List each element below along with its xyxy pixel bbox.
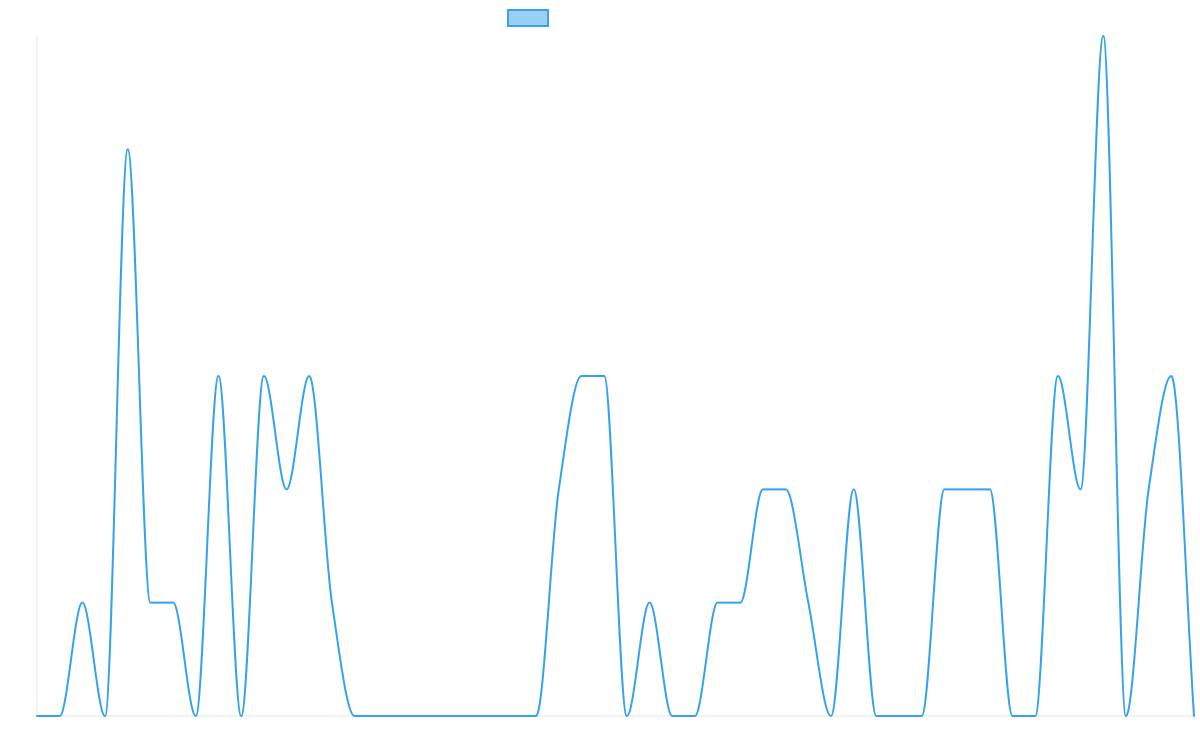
legend[interactable]	[507, 9, 549, 27]
data-point[interactable]	[102, 713, 108, 719]
data-point[interactable]	[760, 486, 766, 492]
data-point[interactable]	[919, 713, 925, 719]
data-point[interactable]	[624, 713, 630, 719]
data-point[interactable]	[783, 486, 789, 492]
data-point[interactable]	[488, 713, 494, 719]
data-point[interactable]	[215, 373, 221, 379]
data-point[interactable]	[873, 713, 879, 719]
data-point[interactable]	[465, 713, 471, 719]
data-point[interactable]	[510, 713, 516, 719]
data-point[interactable]	[851, 486, 857, 492]
data-point[interactable]	[420, 713, 426, 719]
data-point[interactable]	[34, 713, 40, 719]
data-point[interactable]	[329, 600, 335, 606]
data-point[interactable]	[306, 373, 312, 379]
data-point[interactable]	[556, 486, 562, 492]
data-point[interactable]	[1032, 713, 1038, 719]
data-point[interactable]	[1146, 486, 1152, 492]
data-point[interactable]	[374, 713, 380, 719]
data-point[interactable]	[805, 600, 811, 606]
data-point[interactable]	[170, 600, 176, 606]
data-point[interactable]	[284, 486, 290, 492]
data-point[interactable]	[442, 713, 448, 719]
data-point[interactable]	[1191, 713, 1197, 719]
data-point[interactable]	[647, 600, 653, 606]
data-point[interactable]	[57, 713, 63, 719]
data-point[interactable]	[692, 713, 698, 719]
data-point[interactable]	[533, 713, 539, 719]
data-point[interactable]	[578, 373, 584, 379]
data-point[interactable]	[896, 713, 902, 719]
data-point[interactable]	[397, 713, 403, 719]
data-point[interactable]	[601, 373, 607, 379]
data-point[interactable]	[1078, 486, 1084, 492]
data-point[interactable]	[669, 713, 675, 719]
data-point[interactable]	[261, 373, 267, 379]
data-point[interactable]	[193, 713, 199, 719]
data-point[interactable]	[737, 600, 743, 606]
data-point[interactable]	[125, 146, 131, 152]
data-point[interactable]	[964, 486, 970, 492]
data-point[interactable]	[352, 713, 358, 719]
data-point[interactable]	[79, 600, 85, 606]
data-point[interactable]	[715, 600, 721, 606]
data-point[interactable]	[238, 713, 244, 719]
legend-swatch[interactable]	[507, 9, 549, 27]
data-point[interactable]	[1168, 373, 1174, 379]
data-point[interactable]	[147, 600, 153, 606]
data-point[interactable]	[1123, 713, 1129, 719]
data-point[interactable]	[1055, 373, 1061, 379]
series-group	[34, 33, 1197, 719]
data-point[interactable]	[1100, 33, 1106, 39]
data-point[interactable]	[941, 486, 947, 492]
data-point[interactable]	[987, 486, 993, 492]
series-line-0	[36, 35, 1195, 717]
data-point[interactable]	[1010, 713, 1016, 719]
data-point[interactable]	[828, 713, 834, 719]
